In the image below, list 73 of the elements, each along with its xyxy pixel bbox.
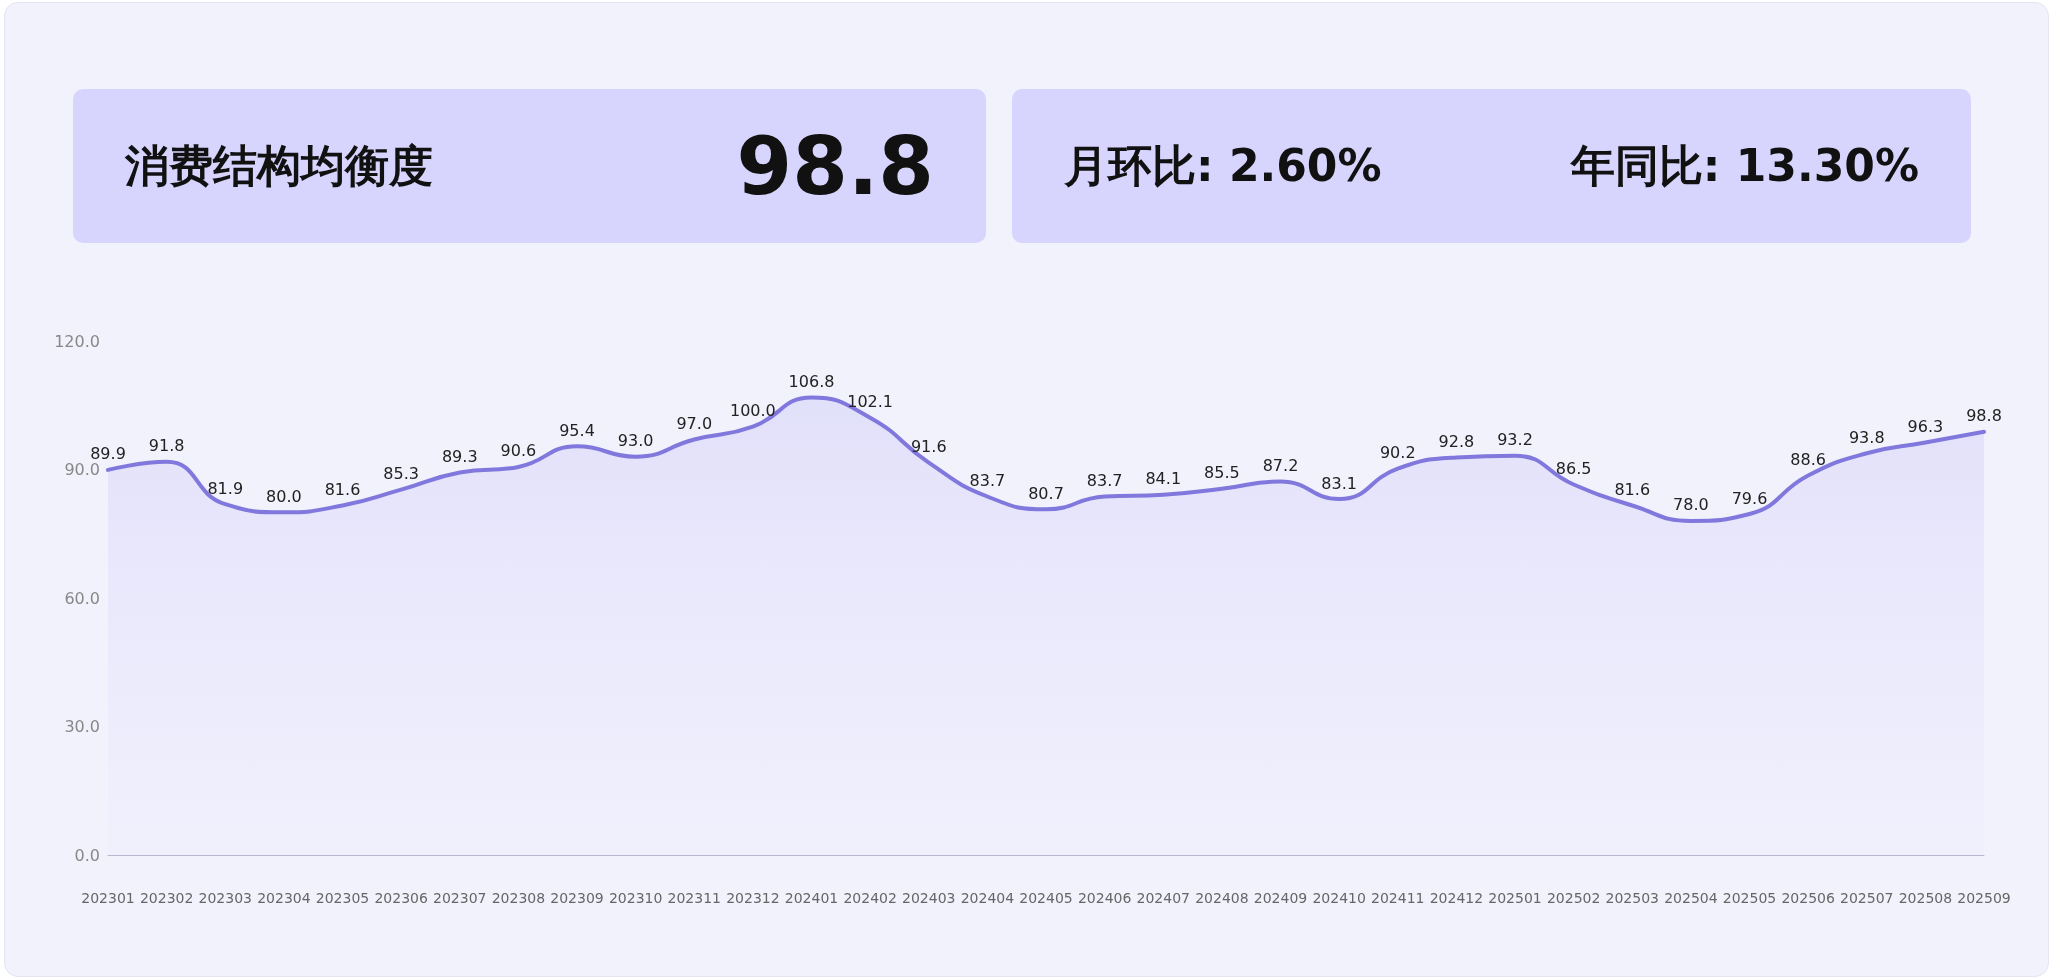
text: 月环比: 2.60% [1064, 138, 1382, 193]
data-label: 80.7 [1028, 483, 1064, 503]
data-label: 90.2 [1379, 443, 1416, 463]
x-tick-label: 202309 [550, 890, 604, 906]
x-tick-label: 202401 [784, 890, 839, 906]
x-tick-label: 202301 [81, 890, 135, 906]
x-tick-label: 202308 [491, 890, 546, 906]
x-tick-label: 202305 [315, 890, 370, 906]
data-label: 93.8 [1848, 427, 1885, 447]
data-label: 98.8 [1966, 406, 2002, 426]
x-tick-label: 202507 [1840, 890, 1894, 906]
data-label: 106.8 [788, 372, 835, 392]
x-tick-label: 202409 [1253, 890, 1308, 906]
x-tick-label: 202306 [374, 890, 428, 906]
data-label: 80.0 [266, 486, 302, 506]
data-label: 83.1 [1321, 473, 1357, 493]
x-tick-label: 202407 [1136, 890, 1190, 906]
data-label: 100.0 [729, 401, 776, 421]
x-tick-label: 202405 [1019, 890, 1073, 906]
y-tick-label: 30.0 [64, 717, 100, 736]
data-label: 84.1 [1145, 469, 1182, 489]
data-label: 86.5 [1555, 458, 1592, 478]
x-tick-label: 202403 [902, 890, 956, 906]
data-label: 89.3 [441, 447, 478, 466]
text: 98.8 [736, 119, 934, 213]
text: 年同比: 13.30% [1570, 138, 1919, 193]
data-label: 93.2 [1497, 430, 1533, 450]
x-tick-label: 202501 [1488, 890, 1542, 906]
y-tick-label: 120.0 [54, 331, 100, 351]
data-label: 87.2 [1262, 455, 1299, 475]
x-tick-label: 202312 [726, 890, 780, 906]
x-tick-label: 202411 [1371, 890, 1425, 906]
x-tick-label: 202406 [1077, 890, 1132, 906]
x-tick-label: 202307 [433, 890, 487, 906]
data-label: 83.7 [1086, 470, 1123, 490]
x-tick-label: 202410 [1312, 890, 1366, 906]
data-label: 85.5 [1204, 463, 1240, 483]
x-tick-label: 202508 [1898, 890, 1953, 906]
x-tick-label: 202303 [198, 890, 252, 906]
data-label: 92.8 [1438, 432, 1475, 452]
x-tick-label: 202502 [1546, 890, 1601, 906]
y-tick-label: 0.0 [74, 845, 100, 865]
data-label: 93.0 [617, 431, 654, 451]
x-tick-label: 202402 [843, 890, 897, 906]
x-tick-label: 202302 [139, 890, 194, 906]
data-label: 78.0 [1673, 495, 1709, 515]
x-tick-label: 202506 [1781, 890, 1835, 906]
x-tick-label: 202404 [960, 890, 1015, 906]
x-tick-label: 202311 [667, 890, 721, 906]
x-tick-label: 202412 [1429, 890, 1484, 906]
data-label: 81.6 [1614, 479, 1651, 499]
x-tick-label: 202509 [1957, 890, 2011, 906]
data-label: 85.3 [383, 464, 419, 484]
y-tick-label: 60.0 [64, 588, 100, 608]
x-tick-label: 202304 [257, 890, 311, 906]
x-tick-label: 202310 [608, 890, 663, 906]
data-label: 81.6 [324, 479, 361, 499]
data-label: 97.0 [676, 414, 713, 434]
x-tick-label: 202505 [1722, 890, 1777, 906]
text: 消费结构均衡度 [125, 138, 433, 193]
data-label: 83.7 [969, 470, 1006, 490]
data-label: 79.6 [1731, 488, 1768, 508]
data-label: 102.1 [847, 392, 894, 412]
x-tick-label: 202408 [1195, 890, 1249, 906]
data-label: 91.8 [148, 436, 185, 456]
data-label: 81.9 [207, 478, 244, 498]
data-label: 95.4 [559, 420, 595, 440]
x-tick-label: 202503 [1605, 890, 1659, 906]
data-label: 96.3 [1907, 417, 1944, 437]
data-label: 90.6 [500, 441, 537, 461]
data-label: 91.6 [910, 437, 947, 457]
x-tick-label: 202504 [1664, 890, 1718, 906]
data-label: 88.6 [1790, 450, 1826, 469]
